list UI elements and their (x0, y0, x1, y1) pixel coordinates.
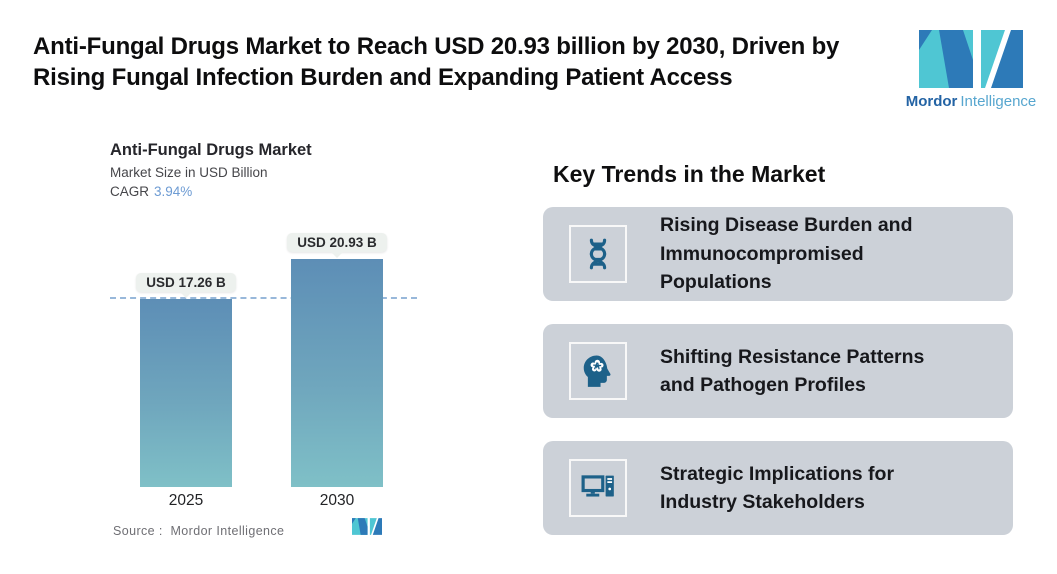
key-trends-heading: Key Trends in the Market (553, 161, 826, 187)
reference-dashed-line (110, 297, 417, 299)
logo-wordmark: Mordor Intelligence (905, 93, 1037, 110)
icon-box (569, 342, 627, 400)
bar-2030 (291, 259, 383, 487)
axis-category-label: 2025 (168, 492, 204, 509)
cagr-label: CAGR (110, 184, 150, 199)
chart-cagr: CAGR 3.94% (110, 184, 192, 199)
axis-category-label: 2030 (319, 492, 355, 509)
mordor-logo-mark-small-icon (352, 518, 382, 535)
trend-card-text: Rising Disease Burden and Immunocompromi… (660, 214, 913, 294)
source-attribution: Source : Mordor Intelligence (113, 524, 285, 538)
mordor-logo-mark-icon (919, 30, 1023, 88)
bar-chart: USD 17.26 B USD 20.93 B 2025 2030 (110, 227, 417, 509)
trend-card-text: Strategic Implications for Industry Stak… (660, 462, 895, 514)
bar-group: USD 20.93 B (287, 227, 387, 487)
desktop-computer-icon (581, 475, 614, 497)
value-label-pill: USD 17.26 B (136, 273, 236, 298)
trend-card-disease-burden: Rising Disease Burden and Immunocompromi… (543, 207, 1013, 301)
mordor-intelligence-logo: Mordor Intelligence (905, 30, 1037, 110)
icon-box (569, 459, 627, 517)
pill-pointer (331, 252, 343, 258)
pill-pointer (180, 292, 192, 298)
trend-card-resistance-patterns: Shifting Resistance Patterns and Pathoge… (543, 324, 1013, 418)
trend-cards: Rising Disease Burden and Immunocompromi… (543, 207, 1013, 558)
cagr-value: 3.94% (154, 184, 193, 199)
logo-text-mordor: Mordor (905, 93, 958, 110)
brain-head-icon (583, 355, 611, 387)
bar-2025 (140, 299, 232, 487)
page-title: Anti-Fungal Drugs Market to Reach USD 20… (33, 31, 839, 93)
chart-title: Anti-Fungal Drugs Market (110, 141, 312, 159)
icon-box (569, 225, 627, 283)
value-label-pill: USD 20.93 B (287, 233, 387, 258)
page-title-line-2: Rising Fungal Infection Burden and Expan… (33, 64, 733, 91)
trend-card-strategic-implications: Strategic Implications for Industry Stak… (543, 441, 1013, 535)
dna-icon (589, 238, 607, 270)
logo-text-intelligence: Intelligence (960, 93, 1037, 110)
trend-card-text: Shifting Resistance Patterns and Pathoge… (660, 345, 925, 397)
bar-group: USD 17.26 B (136, 227, 236, 487)
chart-subtitle: Market Size in USD Billion (110, 165, 268, 180)
value-label: USD 20.93 B (297, 235, 377, 250)
page-title-line-1: Anti-Fungal Drugs Market to Reach USD 20… (33, 33, 840, 60)
value-label: USD 17.26 B (146, 275, 226, 290)
